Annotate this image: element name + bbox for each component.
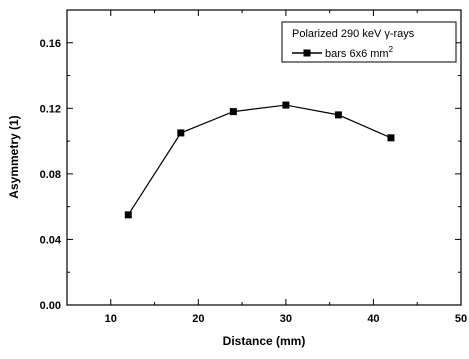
- data-point: [282, 101, 290, 109]
- y-tick-label: 0.00: [40, 300, 61, 312]
- data-point: [334, 111, 342, 119]
- legend-entry-label: bars 6x6 mm: [325, 48, 389, 60]
- series-layer: [124, 101, 395, 219]
- legend-box: [281, 21, 457, 63]
- y-axis-ticks: 0.00 0.04 0.08 0.12 0.16: [40, 38, 461, 312]
- x-tick-label: 20: [192, 313, 204, 325]
- data-point: [229, 108, 237, 116]
- series-line: [127, 104, 392, 216]
- legend-title: Polarized 290 keV γ-rays: [292, 28, 415, 40]
- x-tick-label: 40: [367, 313, 379, 325]
- legend-marker: [303, 49, 311, 57]
- x-tick-label: 10: [105, 313, 117, 325]
- y-axis-title: Asymmetry (1): [7, 115, 21, 198]
- y-tick-label: 0.08: [40, 169, 61, 181]
- x-tick-label: 50: [455, 313, 467, 325]
- plot-frame: [66, 9, 462, 306]
- y-tick-label: 0.16: [40, 38, 61, 50]
- data-point: [124, 211, 132, 219]
- data-point: [387, 134, 395, 142]
- data-point: [177, 129, 185, 137]
- legend: Polarized 290 keV γ-rays bars 6x6 mm2: [281, 21, 457, 63]
- legend-entry-superscript: 2: [389, 45, 394, 54]
- x-axis-ticks: 10 20 30 40 50: [66, 10, 467, 325]
- y-tick-label: 0.04: [40, 234, 62, 246]
- legend-entry: bars 6x6 mm2: [325, 45, 394, 60]
- x-tick-label: 30: [280, 313, 292, 325]
- x-axis-title: Distance (mm): [223, 334, 306, 348]
- y-tick-label: 0.12: [40, 103, 61, 115]
